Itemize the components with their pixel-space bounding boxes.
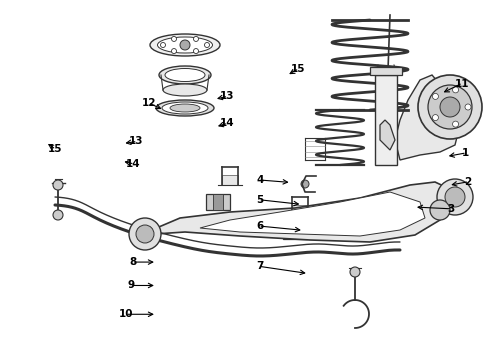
Circle shape — [180, 40, 190, 50]
Text: 14: 14 — [126, 159, 141, 169]
Circle shape — [445, 187, 465, 207]
Circle shape — [440, 97, 460, 117]
Ellipse shape — [157, 37, 213, 53]
Bar — [283, 225, 307, 239]
Text: 10: 10 — [119, 309, 134, 319]
Circle shape — [172, 36, 176, 41]
Circle shape — [136, 225, 154, 243]
Ellipse shape — [170, 104, 200, 112]
Ellipse shape — [162, 102, 208, 114]
Ellipse shape — [159, 66, 211, 84]
Bar — [375, 75, 397, 165]
Ellipse shape — [165, 68, 205, 81]
Text: 8: 8 — [130, 257, 137, 267]
Text: 14: 14 — [220, 118, 234, 129]
Circle shape — [433, 93, 439, 99]
Bar — [206, 194, 230, 210]
Ellipse shape — [156, 100, 214, 116]
Text: 15: 15 — [291, 64, 305, 74]
Text: 7: 7 — [256, 261, 264, 271]
Circle shape — [433, 114, 439, 121]
Circle shape — [350, 267, 360, 277]
Circle shape — [53, 210, 63, 220]
Circle shape — [428, 85, 472, 129]
Bar — [370, 67, 402, 75]
Text: 15: 15 — [48, 144, 62, 154]
Polygon shape — [140, 182, 455, 242]
Bar — [290, 225, 300, 239]
Circle shape — [430, 200, 450, 220]
Circle shape — [161, 42, 166, 48]
Circle shape — [129, 218, 161, 250]
Text: 4: 4 — [256, 175, 264, 185]
Text: 1: 1 — [462, 148, 469, 158]
Text: 11: 11 — [454, 78, 469, 89]
Text: 13: 13 — [220, 91, 234, 102]
Circle shape — [453, 121, 459, 127]
Circle shape — [172, 49, 176, 54]
Circle shape — [53, 180, 63, 190]
Circle shape — [194, 49, 198, 54]
Text: 12: 12 — [142, 98, 157, 108]
Text: 13: 13 — [129, 136, 144, 147]
Polygon shape — [200, 192, 425, 236]
Ellipse shape — [163, 84, 207, 96]
Bar — [222, 175, 238, 185]
Text: 5: 5 — [256, 195, 263, 205]
Circle shape — [301, 180, 309, 188]
Text: 9: 9 — [128, 280, 135, 291]
Polygon shape — [380, 120, 395, 150]
Text: 2: 2 — [465, 177, 471, 187]
Circle shape — [194, 36, 198, 41]
Polygon shape — [395, 75, 460, 160]
Ellipse shape — [150, 34, 220, 56]
Circle shape — [465, 104, 471, 110]
Text: 6: 6 — [256, 221, 263, 231]
Bar — [292, 205, 308, 215]
Text: 3: 3 — [447, 204, 454, 214]
Circle shape — [418, 75, 482, 139]
Circle shape — [437, 179, 473, 215]
Bar — [213, 194, 223, 210]
Circle shape — [204, 42, 210, 48]
Circle shape — [453, 87, 459, 93]
